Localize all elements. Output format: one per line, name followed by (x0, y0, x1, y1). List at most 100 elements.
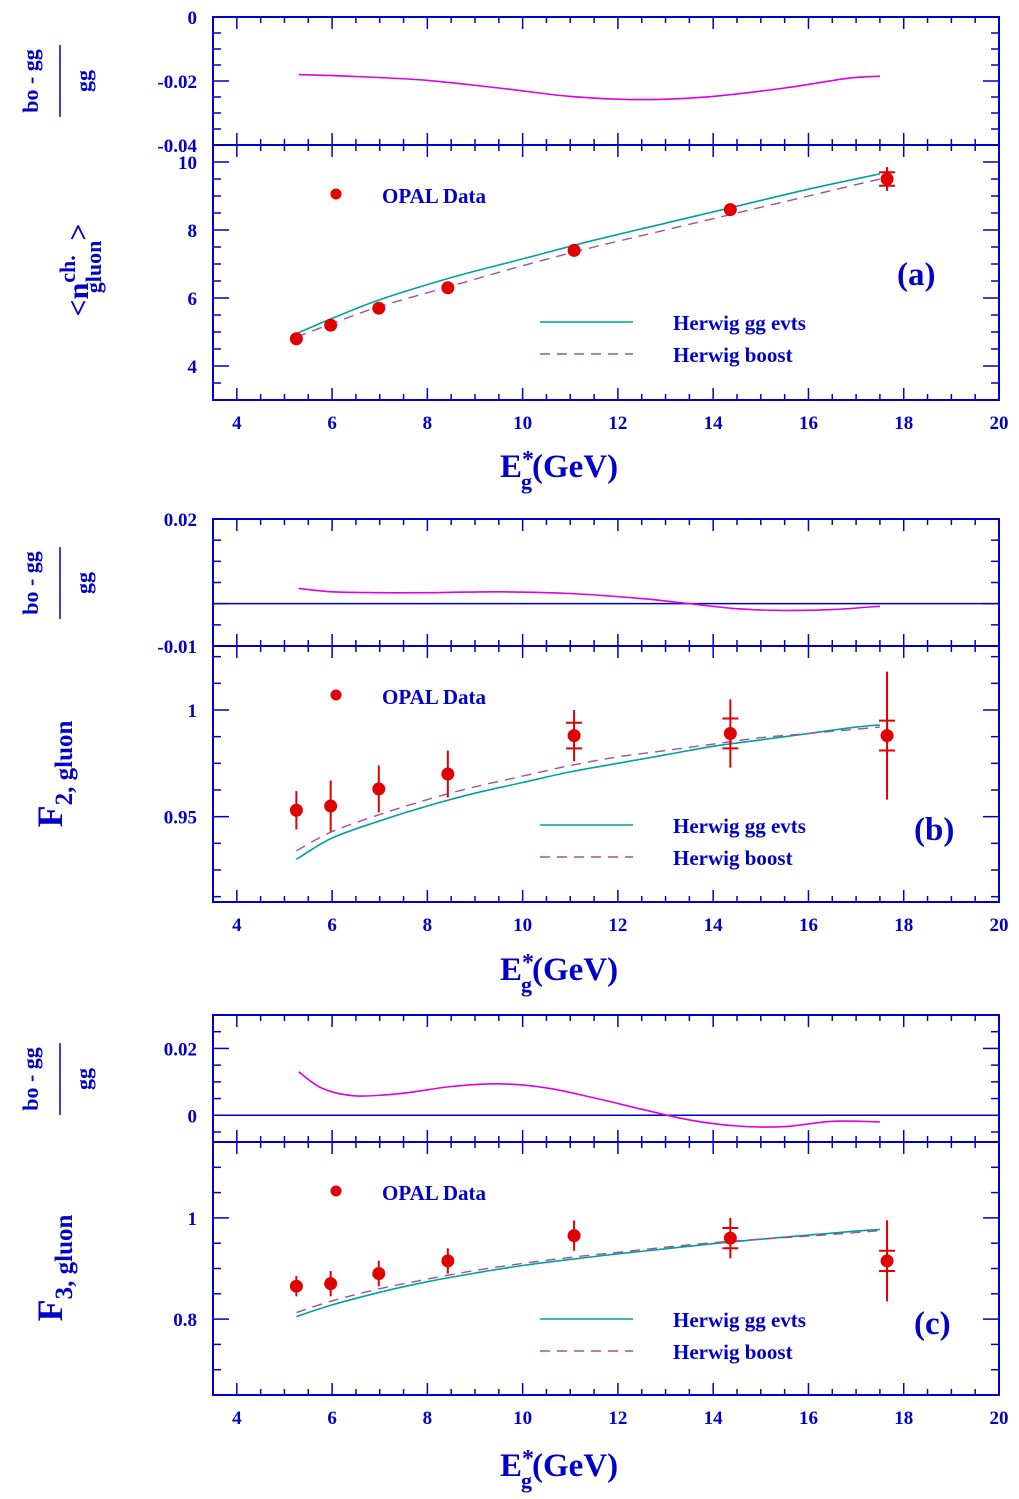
data-marker (567, 243, 581, 257)
data-marker (880, 172, 894, 186)
legend-data-label: OPAL Data (382, 184, 487, 208)
data-marker (441, 1254, 455, 1268)
panel-b: 0.02 -0.01 0.95 1 4 6 8 10 12 14 16 18 20 OPAL Data… (18, 510, 1009, 997)
ratio-curve (298, 73, 880, 101)
ylabel-sub: 2, gluon (51, 721, 78, 806)
xlabel-sub: g (521, 972, 532, 997)
ratio-y-tick-label: 0.02 (164, 510, 197, 531)
legend: OPAL Data Herwig gg evts Herwig boost (330, 184, 806, 367)
ratio-ylabel-denominator: gg (71, 1068, 96, 1090)
legend-gg-label: Herwig gg evts (673, 1308, 806, 1332)
data-point (567, 243, 581, 257)
main-frame (212, 144, 1000, 401)
x-axis-label: E* g(GeV) (500, 447, 618, 494)
data-point (879, 167, 896, 191)
panel-a: 0 -0.02 -0.04 4 6 8 10 4 6 8 10 12 14 16 18 20 OPAL Da… (18, 8, 1009, 494)
data-marker (324, 318, 338, 332)
panel-tag: (a) (897, 257, 935, 293)
legend-data-marker (330, 188, 342, 200)
ratio-ylabel-denominator: gg (71, 70, 96, 92)
x-tick-label: 12 (608, 915, 627, 936)
data-marker (880, 1254, 894, 1268)
x-tick-labels: 4 6 8 10 12 14 16 18 20 (232, 915, 1008, 936)
legend-data-marker (330, 689, 342, 701)
x-tick-label: 8 (423, 915, 433, 936)
x-tick-label: 14 (704, 1408, 724, 1429)
data-points (289, 671, 896, 832)
xlabel-main: E (500, 1448, 522, 1484)
x-tick-label: 4 (232, 915, 242, 936)
data-marker (723, 1231, 737, 1245)
ylabel-sub: 3, gluon (51, 1215, 78, 1300)
data-marker (567, 729, 581, 743)
ratio-frame (212, 518, 1000, 647)
xlabel-sup: * (522, 1446, 534, 1472)
ticks (213, 16, 1000, 401)
data-points (289, 167, 896, 346)
x-tick-label: 12 (608, 413, 627, 434)
ratio-ylabel-numerator: bo - gg (18, 1047, 43, 1111)
ratio-y-tick-label: 0 (188, 1106, 198, 1127)
series-herwig-boost (296, 178, 881, 338)
data-point (566, 710, 583, 762)
ratio-ylabel-numerator: bo - gg (18, 49, 43, 113)
ylabel-pre: F (30, 1299, 70, 1321)
data-marker (289, 332, 303, 346)
data-marker (289, 1279, 303, 1293)
data-points (289, 1217, 896, 1302)
series-herwig-boost (296, 1229, 880, 1314)
ratio-ylabel-numerator: bo - gg (18, 551, 43, 615)
ratio-ylabel-denominator: gg (71, 572, 96, 594)
x-tick-label: 10 (513, 915, 532, 936)
main-y-tick-label: 1 (188, 701, 198, 722)
series-herwig-gg-evts (296, 173, 881, 335)
ylabel-pre: <n (62, 282, 95, 316)
ratio-frame (212, 1014, 1000, 1143)
ratio-y-tick-label: -0.04 (157, 136, 197, 157)
data-point (289, 1276, 303, 1297)
data-point (723, 203, 737, 217)
x-tick-labels: 4 6 8 10 12 14 16 18 20 (232, 413, 1008, 434)
data-point (879, 671, 896, 800)
x-tick-label: 16 (799, 915, 818, 936)
ticks (213, 1014, 1000, 1396)
data-marker (372, 1267, 386, 1281)
ylabel-sub: gluon (81, 241, 106, 294)
data-marker (441, 281, 455, 295)
data-point (441, 1248, 455, 1274)
data-marker (723, 203, 737, 217)
data-point (372, 1260, 386, 1287)
xlabel-unit: (GeV) (532, 449, 618, 485)
data-point (324, 318, 338, 332)
x-tick-label: 18 (894, 915, 913, 936)
xlabel-unit: (GeV) (532, 952, 618, 988)
data-marker (567, 1229, 581, 1243)
x-tick-label: 20 (990, 413, 1009, 434)
series-herwig-gg-evts (296, 1228, 880, 1318)
ratio-y-tick-label: 0 (188, 8, 198, 29)
x-tick-label: 10 (513, 413, 532, 434)
legend-gg-label: Herwig gg evts (673, 311, 806, 335)
data-marker (372, 782, 386, 796)
xlabel-sub: g (521, 469, 532, 494)
legend-gg-label: Herwig gg evts (673, 814, 806, 838)
x-tick-labels: 4 6 8 10 12 14 16 18 20 (232, 1408, 1008, 1429)
data-point (324, 1271, 338, 1297)
main-ylabel: F3, gluon (30, 1215, 78, 1322)
xlabel-sup: * (522, 447, 534, 473)
x-tick-label: 8 (423, 1408, 433, 1429)
y-tick-labels: 0 -0.02 -0.04 4 6 8 10 (157, 8, 197, 378)
ratio-y-tick-label: 0.02 (164, 1039, 197, 1060)
panel-tag: (c) (914, 1306, 951, 1342)
x-tick-label: 16 (799, 1408, 818, 1429)
ratio-curve (298, 587, 880, 612)
x-tick-label: 14 (704, 915, 724, 936)
series-herwig-gg-evts (295, 724, 880, 860)
xlabel-sup: * (522, 950, 534, 976)
data-marker (289, 803, 303, 817)
x-tick-label: 12 (608, 1408, 627, 1429)
data-point (879, 1220, 896, 1302)
ratio-y-tick-label: -0.02 (157, 72, 197, 93)
panel-c: 0.02 0 0.8 1 4 6 8 10 12 14 16 18 20 OPAL Data Herw… (18, 1014, 1009, 1493)
ylabel-pre: F (30, 805, 70, 827)
